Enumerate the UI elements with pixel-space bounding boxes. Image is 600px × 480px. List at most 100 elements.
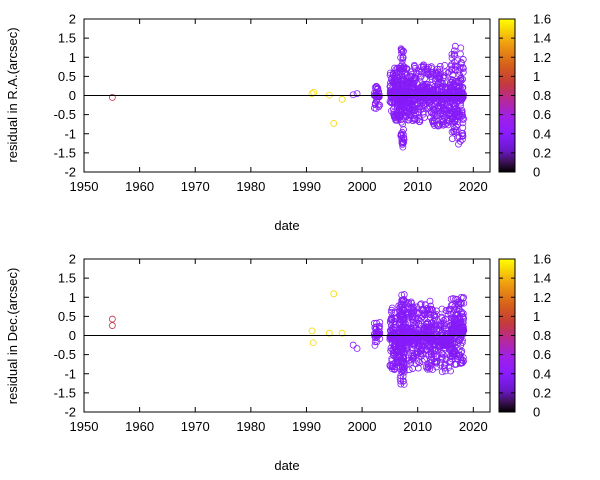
y-tick-label: -0.5 bbox=[54, 107, 76, 122]
plot-frame bbox=[83, 258, 491, 413]
data-point bbox=[409, 319, 417, 327]
data-point bbox=[404, 300, 412, 307]
data-point bbox=[398, 296, 406, 304]
data-point bbox=[410, 306, 417, 314]
x-tick-label: 1960 bbox=[125, 419, 154, 434]
data-point bbox=[439, 340, 447, 348]
data-point bbox=[405, 81, 413, 89]
y-tick-label: -2 bbox=[64, 405, 76, 420]
data-point bbox=[403, 344, 410, 352]
data-point bbox=[389, 335, 397, 343]
data-point bbox=[438, 329, 445, 337]
data-point bbox=[459, 312, 467, 320]
data-point bbox=[419, 105, 427, 112]
plot-frame bbox=[83, 18, 491, 173]
data-point bbox=[400, 380, 408, 388]
data-point bbox=[397, 313, 405, 321]
data-point bbox=[405, 299, 413, 307]
data-point bbox=[388, 99, 396, 107]
x-tick-labels: 1950 1960 1970 1980 1990 2000 2010 2020 bbox=[70, 259, 488, 434]
data-point bbox=[402, 113, 410, 121]
data-point bbox=[437, 103, 445, 111]
data-point bbox=[412, 360, 420, 368]
data-points bbox=[108, 290, 468, 388]
x-tick-label: 1990 bbox=[292, 419, 321, 434]
ra-residual-panel: residual in R.A.(arcsec) -2 -1.5 -1 -0.5 0 0.… bbox=[5, 12, 551, 234]
x-tick-label: 2010 bbox=[403, 419, 432, 434]
colorbar-tick-label: 0.6 bbox=[533, 347, 551, 362]
data-point bbox=[459, 129, 467, 137]
data-point bbox=[437, 361, 444, 369]
colorbar-tick-labels: 0 0.2 0.4 0.6 0.8 1 1.2 1.4 1.6 bbox=[499, 12, 551, 180]
data-point bbox=[459, 56, 467, 63]
data-point bbox=[416, 301, 424, 309]
data-point bbox=[421, 301, 429, 309]
data-point bbox=[451, 338, 459, 346]
data-point bbox=[374, 101, 382, 108]
data-point bbox=[404, 116, 412, 124]
data-point bbox=[433, 358, 441, 365]
x-tick-label: 1990 bbox=[292, 179, 321, 194]
data-point bbox=[387, 94, 395, 102]
y-tick-label: 0.5 bbox=[58, 69, 76, 84]
data-point bbox=[448, 301, 456, 309]
data-point bbox=[430, 102, 438, 110]
x-tick-label: 2000 bbox=[348, 419, 377, 434]
data-point bbox=[338, 329, 346, 337]
data-point bbox=[388, 355, 396, 363]
data-point bbox=[448, 135, 456, 143]
data-point bbox=[398, 138, 406, 146]
y-axis-label: residual in R.A.(arcsec) bbox=[5, 27, 20, 162]
data-point bbox=[390, 365, 398, 373]
data-point bbox=[452, 115, 460, 123]
data-point bbox=[434, 337, 442, 345]
data-point bbox=[450, 52, 458, 59]
data-point bbox=[392, 66, 400, 74]
data-point bbox=[434, 68, 442, 76]
data-point bbox=[403, 334, 410, 342]
data-point bbox=[399, 56, 406, 64]
data-point bbox=[440, 109, 448, 117]
data-point bbox=[457, 354, 465, 361]
x-tick-label: 2020 bbox=[459, 419, 488, 434]
data-point bbox=[457, 44, 465, 52]
data-point bbox=[411, 63, 418, 70]
data-point bbox=[452, 322, 460, 330]
y-tick-labels: -2 -1.5 -1 -0.5 0 0.5 1 1.5 2 bbox=[54, 252, 490, 420]
data-point bbox=[408, 316, 416, 323]
data-point bbox=[392, 353, 400, 360]
data-point bbox=[448, 62, 455, 70]
data-point bbox=[457, 334, 465, 341]
x-tick-label: 1980 bbox=[236, 179, 265, 194]
data-point bbox=[455, 97, 462, 105]
data-point bbox=[399, 139, 407, 147]
data-point bbox=[455, 300, 462, 308]
data-point bbox=[396, 67, 404, 75]
y-tick-label: 0.5 bbox=[58, 309, 76, 324]
data-point bbox=[446, 305, 454, 313]
data-point bbox=[374, 85, 381, 93]
data-point bbox=[409, 102, 417, 110]
data-point bbox=[448, 66, 456, 74]
data-point bbox=[401, 109, 408, 117]
data-point bbox=[409, 335, 417, 343]
colorbar-tick-label: 0.2 bbox=[533, 385, 551, 400]
data-point bbox=[431, 358, 438, 366]
data-point bbox=[392, 76, 400, 84]
data-point bbox=[388, 78, 396, 86]
data-point bbox=[418, 313, 426, 321]
data-point bbox=[108, 94, 116, 101]
data-point bbox=[375, 93, 383, 101]
data-point bbox=[426, 365, 434, 373]
data-point bbox=[459, 124, 467, 132]
data-point bbox=[459, 64, 467, 71]
data-point bbox=[399, 141, 406, 148]
dec-residual-panel: residual in Dec.(arcsec) -2 -1.5 -1 -0.5 0 0.… bbox=[5, 252, 551, 474]
data-point bbox=[398, 128, 406, 136]
x-tick-labels: 1950 1960 1970 1980 1990 2000 2010 2020 bbox=[70, 19, 488, 194]
data-point bbox=[402, 361, 410, 369]
data-point bbox=[458, 300, 466, 307]
data-point bbox=[450, 47, 458, 55]
y-tick-label: 0 bbox=[69, 88, 76, 103]
